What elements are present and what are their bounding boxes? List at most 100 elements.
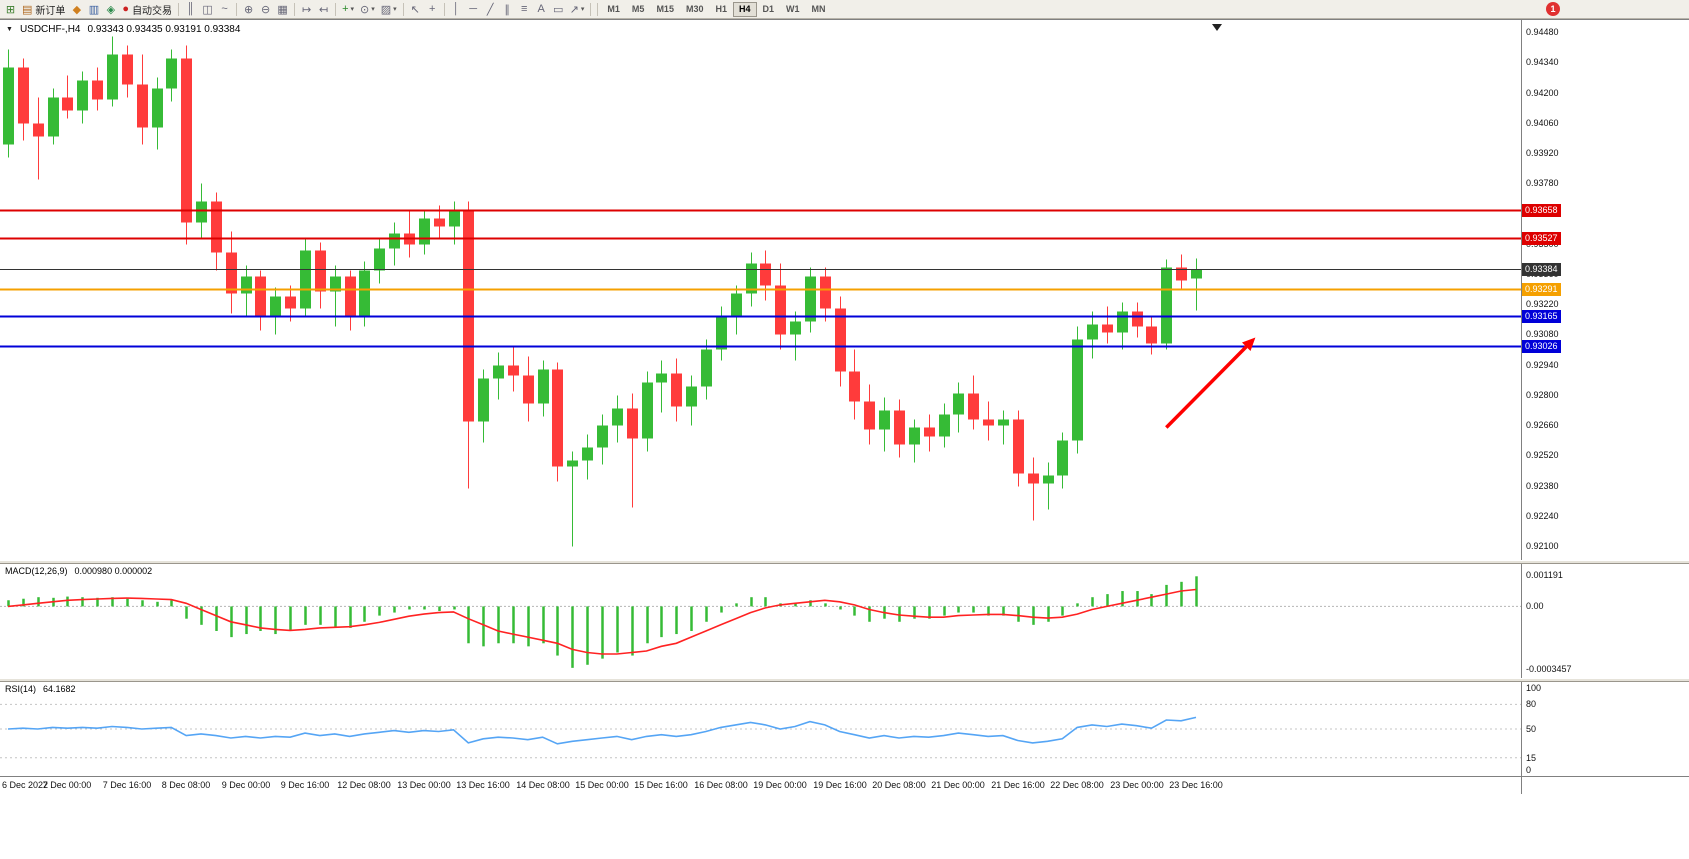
auto-scroll-button[interactable]: ↦ [298,1,315,17]
timeframe-h4-button[interactable]: H4 [732,1,757,17]
rsi-axis-label: 100 [1526,683,1542,693]
price-chart-canvas[interactable] [0,20,1521,560]
macd-axis[interactable]: 0.001191 0.00 -0.0003457 [1521,564,1689,678]
new-order-button[interactable]: ▤ 新订单 [19,1,68,17]
price-axis-label: 0.92380 [1526,480,1559,491]
time-axis-label: 20 Dec 08:00 [872,780,926,790]
time-axis-label: 21 Dec 00:00 [931,780,985,790]
time-axis-label: 15 Dec 16:00 [634,780,688,790]
rsi-canvas[interactable] [0,682,1521,776]
templates-icon: ▨ [380,3,392,16]
toolbar-separator [236,2,238,16]
arrow-annotation[interactable] [1165,337,1256,429]
line-chart-button[interactable]: ~ [216,1,233,17]
price-axis-label: 0.92240 [1526,510,1559,521]
macd-axis-label: 0.00 [1526,601,1544,612]
zoom-in-button[interactable]: ⊕ [240,1,257,17]
price-tag-0.93527: 0.93527 [1522,231,1561,245]
cursor-icon: ↖ [410,3,420,16]
zoom-out-icon: ⊖ [260,3,271,16]
price-axis-label: 0.92100 [1526,540,1559,551]
timeframe-mn-button[interactable]: MN [811,4,826,14]
time-axis-corner [1521,777,1689,794]
arrows-tool-button[interactable]: ↗ ▾ [567,1,588,17]
price-tag-0.93291: 0.93291 [1522,282,1561,296]
auto-scroll-icon: ↦ [301,3,312,16]
macd-panel: 0.001191 0.00 -0.0003457 MACD(12,26,9) 0.00… [0,564,1689,678]
timeframe-m5-button[interactable]: M5 [631,4,645,14]
toolbar-separator [597,2,599,16]
time-axis-label: 21 Dec 16:00 [991,780,1045,790]
macd-axis-label: -0.0003457 [1526,664,1572,674]
price-tag-0.93026: 0.93026 [1522,339,1561,353]
time-axis-label: 13 Dec 16:00 [456,780,510,790]
bar-chart-button[interactable]: ║ [182,1,199,17]
time-axis-label: 16 Dec 08:00 [694,780,748,790]
price-axis-label: 0.94200 [1526,87,1559,98]
time-axis-label: 9 Dec 00:00 [221,780,271,790]
candles-layer [3,36,1202,547]
crosshair-icon: + [428,3,436,15]
toolbar-separator [590,2,592,16]
time-axis[interactable]: 6 Dec 2022 7 Dec 00:00 7 Dec 16:00 8 Dec 08… [0,776,1689,794]
panel-divider[interactable] [0,678,1689,682]
chart-shift-marker-icon [1212,24,1222,31]
crosshair-button[interactable]: + [424,1,441,17]
timeframe-d1-button[interactable]: D1 [762,4,775,14]
trendline-button[interactable]: ╱ [482,1,499,17]
time-axis-label: 13 Dec 00:00 [397,780,451,790]
indicators-button[interactable]: + ▾ [339,1,357,17]
horizontal-line-button[interactable]: ─ [465,1,482,17]
chevron-down-icon: ▾ [393,6,397,13]
market-watch-button[interactable]: ▥ [85,1,102,17]
time-axis-label: 15 Dec 00:00 [575,780,629,790]
text-label-button[interactable]: ▭ [550,1,567,17]
zoom-in-icon: ⊕ [243,3,254,16]
cursor-button[interactable]: ↖ [407,1,424,17]
tile-windows-button[interactable]: ▦ [274,1,291,17]
rsi-axis[interactable]: 100 80 50 15 0 [1521,682,1689,776]
navigator-icon: ◈ [106,3,116,16]
vertical-line-button[interactable]: │ [448,1,465,17]
autotrade-button[interactable]: ● 自动交易 [119,1,175,17]
candlestick-chart-button[interactable]: ◫ [199,1,216,17]
new-chart-button[interactable]: ⊞ [2,1,19,17]
price-axis-label: 0.92520 [1526,449,1559,460]
macd-canvas[interactable] [0,564,1521,678]
time-axis-label: 12 Dec 08:00 [337,780,391,790]
chart-shift-button[interactable]: ↤ [315,1,332,17]
alerts-icon: ◆ [72,3,82,16]
rsi-indicator-label: RSI(14) [5,684,37,694]
templates-button[interactable]: ▨ ▾ [378,1,400,17]
zoom-out-button[interactable]: ⊖ [257,1,274,17]
horizontal-line-icon: ─ [469,3,478,15]
navigator-button[interactable]: ◈ [102,1,119,17]
timeframe-m30-button[interactable]: M30 [685,4,704,14]
collapse-icon[interactable]: ▼ [6,26,13,33]
toolbar: 1 ⊞ ▤ 新订单 ◆ ▥ ◈ ● 自动交易 ║ ◫ ~ ⊕ ⊖ ▦ ↦ ↤ + ▾ ⊙ ▾ ▨ ▾ ↖ + │ ─ ╱ ∥ ≡ A ▭ ↗ ▾… [0,0,1689,19]
fibonacci-button[interactable]: ≡ [516,1,533,17]
price-axis-label: 0.93220 [1526,298,1559,309]
time-axis-label: 23 Dec 00:00 [1110,780,1164,790]
timeframe-h1-button[interactable]: H1 [715,4,727,14]
price-axis[interactable]: 0.94480 0.94340 0.94200 0.94060 0.93920 0.937… [1521,20,1689,560]
timeframe-w1-button[interactable]: W1 [786,4,800,14]
vertical-line-icon: │ [452,3,460,15]
time-axis-label: 19 Dec 00:00 [753,780,807,790]
chevron-down-icon: ▾ [580,6,585,13]
timeframe-m1-button[interactable]: M1 [607,4,620,14]
panel-divider[interactable] [0,560,1689,564]
text-button[interactable]: A [533,1,550,17]
new-order-label: 新订单 [35,5,66,17]
periods-button[interactable]: ⊙ ▾ [357,1,378,17]
chart-window: 0.94480 0.94340 0.94200 0.94060 0.93920 0.937… [0,19,1689,859]
symbol-timeframe-label: USDCHF-,H4 [19,24,81,35]
rsi-axis-label: 0 [1526,765,1532,775]
timeframe-m15-button[interactable]: M15 [656,4,674,14]
candlestick-chart-icon: ◫ [202,3,213,16]
text-icon: A [537,3,545,15]
equidistant-channel-button[interactable]: ∥ [499,1,516,17]
alerts-button[interactable]: ◆ [68,1,85,17]
notification-badge[interactable]: 1 [1546,2,1560,16]
toolbar-separator [402,2,404,16]
